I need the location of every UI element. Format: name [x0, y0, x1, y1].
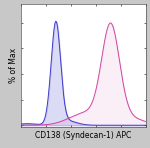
- Y-axis label: % of Max: % of Max: [9, 48, 18, 83]
- X-axis label: CD138 (Syndecan-1) APC: CD138 (Syndecan-1) APC: [35, 131, 131, 140]
